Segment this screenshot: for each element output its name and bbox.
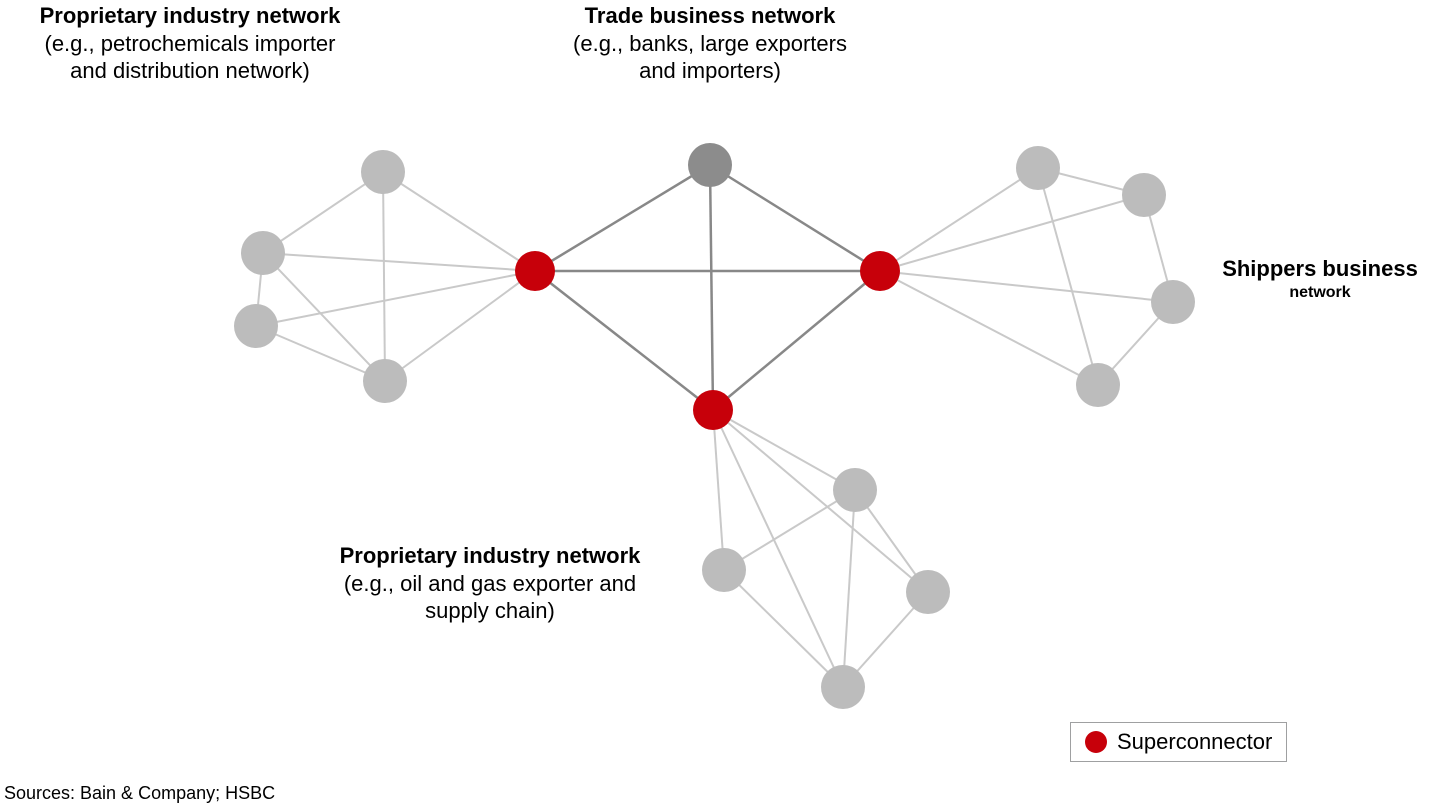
edge — [713, 410, 855, 490]
label-shippers-network: Shippers business network — [1210, 255, 1430, 303]
edge — [713, 271, 880, 410]
edge — [713, 410, 843, 687]
legend: Superconnector — [1070, 722, 1287, 762]
node-s_left — [515, 251, 555, 291]
edge — [263, 253, 385, 381]
node-r3 — [1151, 280, 1195, 324]
edge — [880, 168, 1038, 271]
edge — [880, 271, 1173, 302]
node-l3 — [363, 359, 407, 403]
edge — [724, 570, 843, 687]
edge — [880, 271, 1098, 385]
edge — [1038, 168, 1098, 385]
label-title: Proprietary industry network — [340, 543, 641, 568]
node-r1 — [1016, 146, 1060, 190]
edge — [256, 271, 535, 326]
label-sub2: supply chain) — [425, 598, 555, 623]
node-s_bottom — [693, 390, 733, 430]
node-b1 — [833, 468, 877, 512]
label-title: Trade business network — [585, 3, 836, 28]
label-sub2: and distribution network) — [70, 58, 310, 83]
node-top_dark — [688, 143, 732, 187]
node-r4 — [1076, 363, 1120, 407]
label-sub1: (e.g., petrochemicals importer — [45, 31, 336, 56]
network-diagram — [0, 0, 1440, 810]
label-sub1: network — [1289, 284, 1350, 301]
edge — [843, 490, 855, 687]
edge — [385, 271, 535, 381]
node-b4 — [702, 548, 746, 592]
edge — [724, 490, 855, 570]
edge — [710, 165, 880, 271]
label-sub1: (e.g., oil and gas exporter and — [344, 571, 636, 596]
node-l1 — [241, 231, 285, 275]
label-title: Proprietary industry network — [40, 3, 341, 28]
label-sub1: (e.g., banks, large exporters — [573, 31, 847, 56]
label-proprietary-bottom: Proprietary industry network (e.g., oil … — [310, 542, 670, 625]
node-b3 — [821, 665, 865, 709]
node-l2 — [361, 150, 405, 194]
edge — [383, 172, 535, 271]
legend-dot-icon — [1085, 731, 1107, 753]
node-r2 — [1122, 173, 1166, 217]
node-s_right — [860, 251, 900, 291]
sources-text: Sources: Bain & Company; HSBC — [4, 783, 275, 804]
edge — [713, 410, 724, 570]
label-sub2: and importers) — [639, 58, 781, 83]
edge — [535, 271, 713, 410]
edge — [880, 195, 1144, 271]
edge — [535, 165, 710, 271]
edge — [263, 253, 535, 271]
label-title: Shippers business — [1222, 256, 1418, 281]
edge — [710, 165, 713, 410]
label-proprietary-top: Proprietary industry network (e.g., petr… — [10, 2, 370, 85]
legend-text: Superconnector — [1117, 729, 1272, 755]
label-trade-network: Trade business network (e.g., banks, lar… — [540, 2, 880, 85]
edge — [383, 172, 385, 381]
node-b2 — [906, 570, 950, 614]
node-l4 — [234, 304, 278, 348]
